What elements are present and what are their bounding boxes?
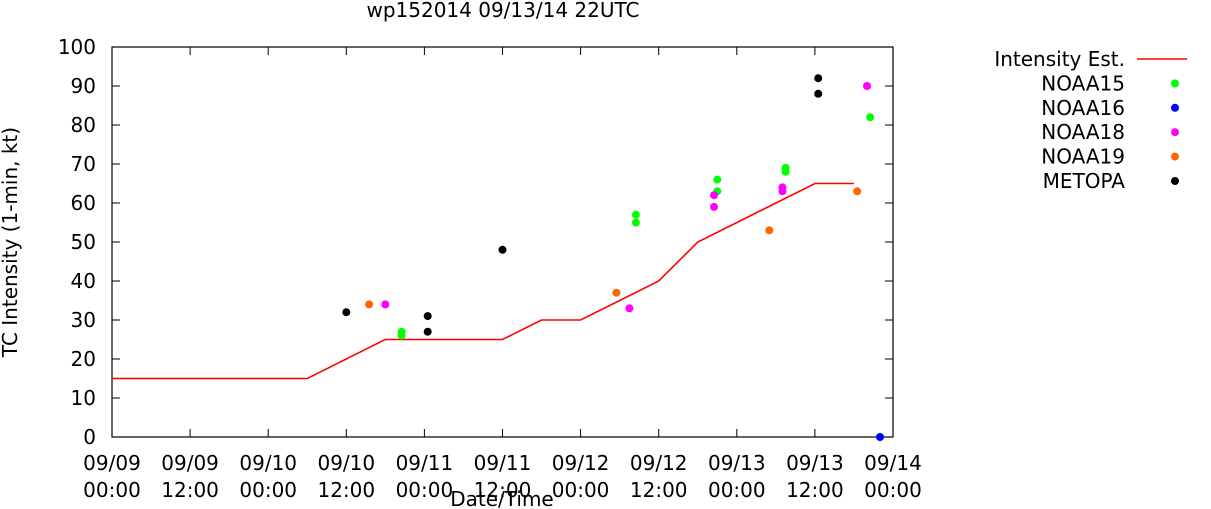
legend-label: NOAA15 <box>1041 71 1125 95</box>
x-tick-label-date: 09/14 <box>864 451 922 475</box>
y-tick-label: 30 <box>71 308 96 332</box>
noaa18-point <box>710 202 718 211</box>
x-tick-label-time: 00:00 <box>396 478 454 502</box>
x-tick-label-time: 00:00 <box>864 478 922 502</box>
metopa-point <box>814 89 823 98</box>
x-axis-label: Date/Time <box>450 487 554 509</box>
x-tick-label-date: 09/13 <box>786 451 844 475</box>
noaa15-point <box>781 167 790 176</box>
y-tick-label: 90 <box>71 74 96 98</box>
chart-title: wp152014 09/13/14 22UTC <box>366 0 639 22</box>
intensity-estimate-line <box>112 182 854 380</box>
y-tick-label: 40 <box>71 269 96 293</box>
y-tick-label: 0 <box>83 425 96 449</box>
x-tick-label-date: 09/09 <box>83 451 141 475</box>
x-tick-label-date: 09/09 <box>161 451 219 475</box>
x-tick-label-date: 09/10 <box>317 451 375 475</box>
x-tick-label-time: 00:00 <box>552 478 610 502</box>
y-tick-label: 10 <box>71 386 96 410</box>
x-tick-label-date: 09/11 <box>396 451 454 475</box>
y-tick-label: 60 <box>71 191 96 215</box>
noaa15-point <box>866 113 875 122</box>
noaa19-point <box>365 300 374 309</box>
noaa18-point <box>778 187 787 196</box>
x-tick-label-time: 00:00 <box>239 478 297 502</box>
x-tick-label-time: 00:00 <box>708 478 766 502</box>
y-axis-label: TC Intensity (1-min, kt) <box>0 127 22 358</box>
metopa-point <box>814 74 823 83</box>
axes-layer: 0 10 20 30 40 50 60 70 80 90 100 09/09 00:00 09/09 12:… <box>58 35 922 502</box>
legend-label: NOAA18 <box>1041 120 1125 144</box>
x-tick-label-date: 09/11 <box>474 451 532 475</box>
legend-label: NOAA19 <box>1041 145 1125 169</box>
legend-label: NOAA16 <box>1041 96 1125 120</box>
y-tick-label: 20 <box>71 347 96 371</box>
legend-point-swatch <box>1171 79 1179 88</box>
legend-point-swatch <box>1171 103 1179 112</box>
noaa18-point <box>625 304 634 313</box>
legend-label: METOPA <box>1043 169 1126 193</box>
legend-point-swatch <box>1171 128 1179 137</box>
legend-point-swatch <box>1171 152 1179 161</box>
metopa-point <box>342 308 351 317</box>
series-layer <box>112 74 884 441</box>
x-tick-label-time: 12:00 <box>630 478 688 502</box>
noaa18-point <box>863 82 871 90</box>
y-tick-label: 80 <box>71 113 96 137</box>
noaa18-point <box>710 191 718 200</box>
noaa19-point <box>612 288 621 297</box>
y-tick-label: 50 <box>71 230 96 254</box>
metopa-point <box>498 245 507 254</box>
legend-label: Intensity Est. <box>994 47 1125 71</box>
metopa-point <box>423 327 432 336</box>
x-tick-label-date: 09/12 <box>630 451 688 475</box>
noaa15-point <box>713 175 722 184</box>
x-tick-label-time: 12:00 <box>786 478 844 502</box>
noaa15-point <box>631 210 640 219</box>
noaa19-point <box>765 226 774 235</box>
x-tick-label-time: 12:00 <box>474 478 532 502</box>
noaa19-point <box>853 187 862 196</box>
x-tick-label-date: 09/10 <box>239 451 297 475</box>
y-tick-label: 70 <box>71 152 96 176</box>
x-tick-label-time: 00:00 <box>83 478 141 502</box>
x-tick-label-time: 12:00 <box>317 478 375 502</box>
noaa15-point <box>631 218 640 227</box>
legend: Intensity Est.NOAA15NOAA16NOAA18NOAA19ME… <box>994 47 1187 193</box>
x-tick-label-date: 09/12 <box>552 451 610 475</box>
metopa-point <box>423 312 432 321</box>
noaa16-point <box>876 433 884 441</box>
noaa18-point <box>381 300 390 309</box>
x-tick-label-time: 12:00 <box>161 478 219 502</box>
legend-point-swatch <box>1171 177 1179 185</box>
noaa15-point <box>397 331 406 340</box>
x-tick-label-date: 09/13 <box>708 451 766 475</box>
y-tick-label: 100 <box>58 35 96 59</box>
